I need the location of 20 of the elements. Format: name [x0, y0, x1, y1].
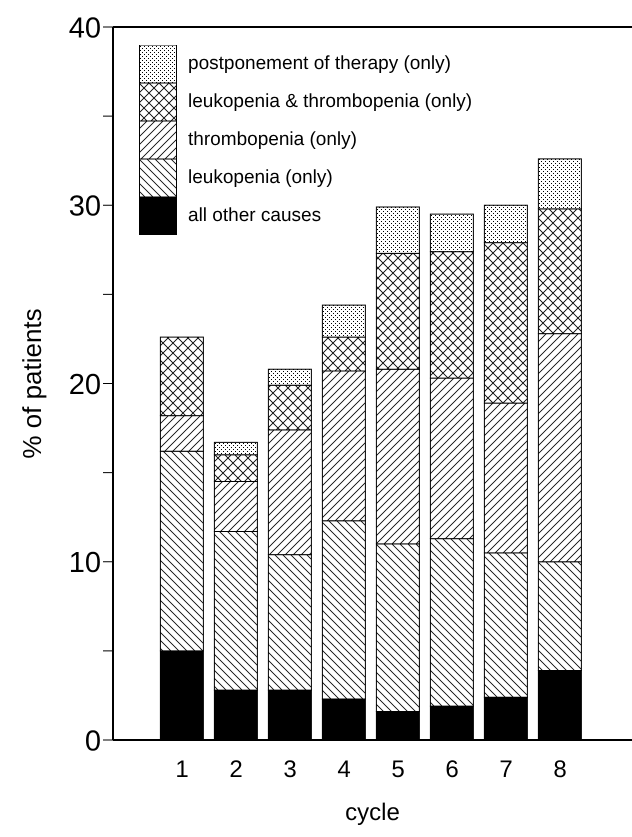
- y-tick-label: 40: [68, 12, 101, 44]
- legend-label: all other causes: [188, 205, 322, 227]
- legend-label: leukopenia (only): [188, 167, 333, 189]
- x-tick-label: 6: [445, 756, 459, 784]
- legend-label: postponement of therapy (only): [188, 53, 451, 75]
- x-tick-label: 2: [229, 756, 243, 784]
- x-tick-label: 5: [391, 756, 405, 784]
- y-tick-label: 20: [68, 368, 101, 401]
- x-axis-title: cycle: [345, 799, 400, 826]
- x-tick-label: 4: [337, 756, 351, 784]
- y-tick-label: 10: [68, 547, 101, 580]
- x-tick-label: 8: [553, 756, 567, 784]
- x-tick-label: 1: [175, 756, 189, 784]
- x-tick-label: 7: [499, 756, 513, 784]
- y-tick-label: 30: [68, 190, 101, 223]
- legend-label: thrombopenia (only): [188, 129, 357, 151]
- x-tick-label: 3: [283, 756, 297, 784]
- y-axis-title: % of patients: [17, 308, 48, 459]
- y-tick-label: 0: [84, 725, 101, 758]
- legend-label: leukopenia & thrombopenia (only): [188, 91, 472, 113]
